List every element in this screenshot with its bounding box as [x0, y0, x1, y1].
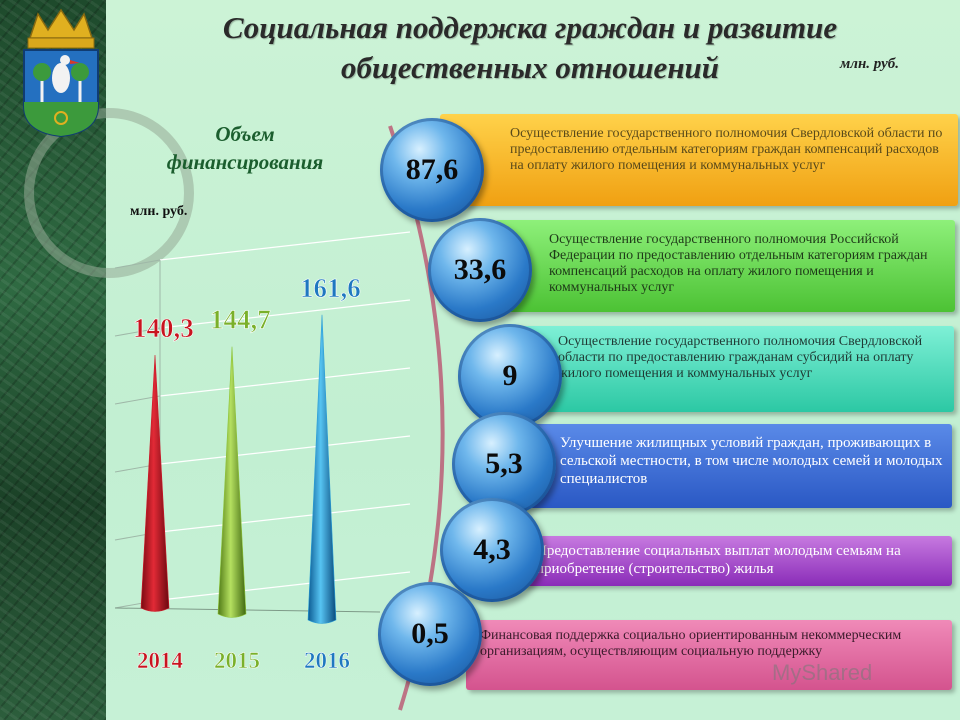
funding-item-box: Предоставление социальных выплат молодым… [520, 536, 952, 586]
gridline [159, 571, 411, 601]
funding-value-ball: 9 [458, 324, 562, 428]
watermark: MyShared [772, 660, 873, 685]
value-label-2015: 144,7 [210, 305, 271, 335]
category-label-2016: 2016 [304, 648, 350, 673]
chart-value-labels: 140,3 144,7 161,6 [133, 272, 361, 343]
gridline [159, 231, 411, 261]
funding-item-text: Улучшение жилищных условий граждан, прож… [560, 435, 943, 487]
funding-item-text: Осуществление государственного полномочи… [558, 334, 923, 381]
funding-item-box: Осуществление государственного полномочи… [440, 114, 958, 206]
gridline [114, 327, 161, 337]
cone-bar-2016 [307, 314, 337, 624]
funding-value: 0,5 [411, 617, 449, 650]
funding-item-text: Финансовая поддержка социально ориентиро… [480, 628, 902, 659]
chart-subtitle: Объем финансирования [120, 120, 370, 176]
funding-value: 5,3 [485, 447, 523, 480]
gridline [114, 259, 161, 269]
subtitle-line-1: Объем [215, 122, 275, 146]
funding-value-ball: 87,6 [380, 118, 484, 222]
title-line-2: общественных отношений [340, 50, 720, 85]
funding-item-text: Предоставление социальных выплат молодым… [536, 543, 901, 577]
unit-label-top: млн. руб. [840, 56, 899, 72]
unit-label-chart: млн. руб. [130, 204, 188, 219]
funding-value: 87,6 [405, 153, 459, 186]
funding-value: 4,3 [473, 533, 511, 566]
cone-bar-2014 [140, 354, 170, 612]
category-label-2015: 2015 [214, 648, 260, 673]
funding-item-box: Осуществление государственного полномочи… [508, 326, 954, 412]
decorative-arc [24, 108, 194, 278]
funding-value-ball: 4,3 [440, 498, 544, 602]
gridline [159, 299, 411, 329]
funding-item-box: Осуществление государственного полномочи… [495, 220, 955, 312]
page-title: Социальная поддержка граждан и развитие … [120, 8, 940, 88]
category-label-2014: 2014 [137, 648, 184, 673]
gridline [159, 435, 411, 465]
funding-item-box: Улучшение жилищных условий граждан, прож… [522, 424, 952, 508]
cone-bar-2015 [217, 346, 247, 618]
title-line-1: Социальная поддержка граждан и развитие [222, 10, 838, 45]
chart-cones [140, 314, 337, 624]
gridline [159, 503, 411, 533]
funding-item-box: Финансовая поддержка социально ориентиро… [466, 620, 952, 690]
value-label-2016: 161,6 [300, 273, 361, 303]
cone-chart: 140,3 144,7 161,6 2014 2015 2016 [114, 231, 411, 674]
funding-value-ball: 33,6 [428, 218, 532, 322]
chart-category-labels: 2014 2015 2016 [137, 648, 351, 674]
subtitle-line-2: финансирования [166, 150, 324, 174]
funding-value: 9 [502, 359, 518, 392]
coat-of-arms-logo [23, 8, 99, 138]
funding-item-text: Осуществление государственного полномочи… [549, 232, 928, 295]
funding-value: 33,6 [453, 253, 507, 286]
value-label-2014: 140,3 [133, 313, 194, 343]
funding-item-text: Осуществление государственного полномочи… [510, 126, 943, 173]
funding-value-ball: 0,5 [378, 582, 482, 686]
gridline [159, 367, 411, 397]
